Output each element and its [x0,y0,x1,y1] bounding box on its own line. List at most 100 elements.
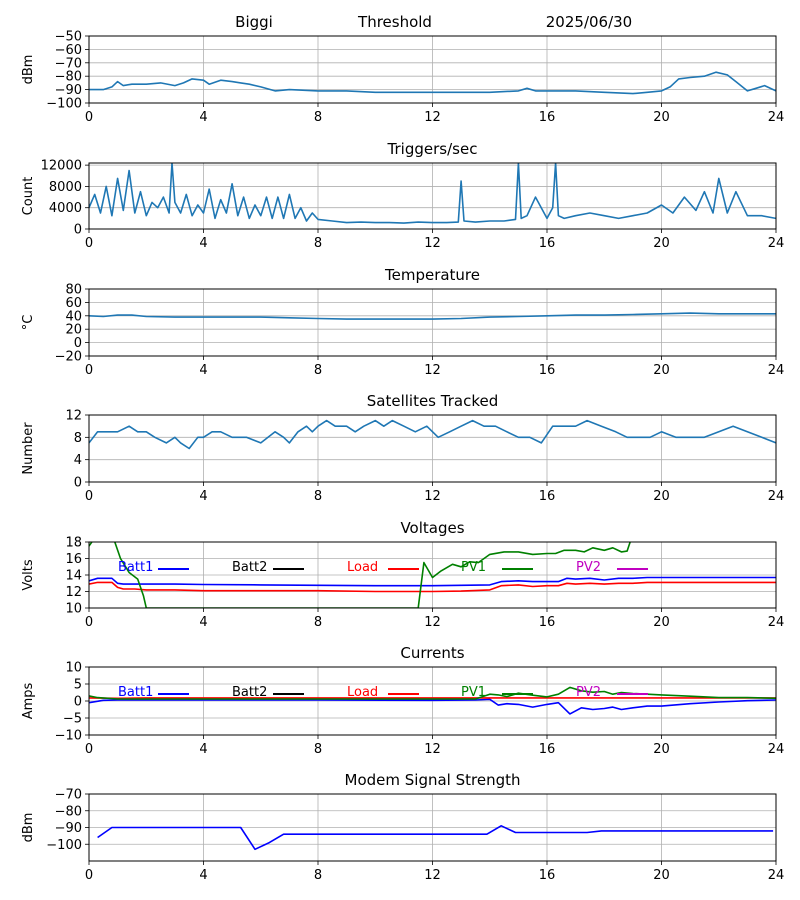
y-tick-label: 20 [65,323,82,338]
x-tick-label: 8 [314,742,322,757]
x-tick-label: 20 [653,110,670,125]
x-tick-label: 20 [653,615,670,630]
y-tick-label: −100 [46,97,82,112]
y-tick-label: 18 [65,536,82,551]
x-tick-label: 4 [199,742,207,757]
y-tick-label: −70 [55,788,82,803]
x-tick-label: 4 [199,236,207,251]
y-tick-label: −60 [55,43,82,58]
x-tick-label: 12 [424,110,441,125]
x-tick-label: 12 [424,489,441,504]
x-tick-label: 0 [85,742,93,757]
legend-label-batt2: Batt2 [232,560,267,575]
y-axis-label: Amps [21,682,36,719]
legend-label-batt2: Batt2 [232,685,267,700]
series-group [89,419,776,450]
x-tick-label: 24 [768,363,785,378]
x-tick-label: 24 [768,236,785,251]
x-tick-label: 16 [539,615,556,630]
panel-threshold: 0 4 8 12 16 20 24 −100−90−80−70−60−50 dBm [21,30,784,126]
y-tick-label: 0 [74,476,82,491]
x-tick-label: 20 [653,489,670,504]
y-tick-label: −80 [55,70,82,85]
legend-label-pv2: PV2 [576,685,601,700]
series-line [89,163,776,224]
y-tick-label: 14 [65,569,82,584]
series-line-load [89,581,776,593]
x-tick-label: 12 [424,236,441,251]
y-tick-label: −90 [55,83,82,98]
legend-label-pv1: PV1 [461,685,486,700]
x-tick-label: 24 [768,615,785,630]
panel-title: Temperature [384,266,480,284]
y-tick-label: 60 [65,296,82,311]
y-tick-label: −100 [46,838,82,853]
x-tick-label: 24 [768,868,785,883]
panel-title: Satellites Tracked [367,392,498,410]
series-line [97,824,774,851]
x-tick-label: 0 [85,363,93,378]
y-axis-label: Number [21,422,36,475]
series-line-pv1 [89,542,631,608]
y-tick-label: 12 [65,409,82,424]
x-tick-label: 12 [424,615,441,630]
series-line [89,71,776,95]
x-tick-label: 8 [314,236,322,251]
x-tick-label: 16 [539,742,556,757]
x-tick-label: 8 [314,489,322,504]
x-tick-label: 0 [85,489,93,504]
series-line [89,312,776,320]
y-tick-label: −10 [55,729,82,744]
series-group [89,163,776,224]
y-tick-label: 12 [65,585,82,600]
x-tick-label: 8 [314,615,322,630]
y-tick-label: 10 [65,602,82,617]
panel-triggers: 0 4 8 12 16 20 24 0 4000 8000 12000 Triggers/sec Cou… [21,140,784,251]
x-tick-label: 0 [85,615,93,630]
x-tick-label: 12 [424,868,441,883]
x-tick-label: 0 [85,236,93,251]
legend-label-pv2: PV2 [576,560,601,575]
legend-label-batt1: Batt1 [118,685,153,700]
panel-modem: 0 4 8 12 16 20 24 −100 −90 −80−70 Modem Signal Str… [21,771,784,883]
x-tick-label: 16 [539,110,556,125]
y-tick-label: −20 [55,350,82,365]
y-tick-label: −50 [55,30,82,45]
series-group [89,312,776,320]
x-tick-label: 12 [424,742,441,757]
x-tick-label: 8 [314,363,322,378]
y-tick-label: −5 [63,712,82,727]
y-tick-label: 0 [74,695,82,710]
x-tick-label: 16 [539,363,556,378]
x-tick-label: 16 [539,489,556,504]
x-tick-label: 0 [85,110,93,125]
y-tick-label: −80 [55,804,82,819]
series-group [89,686,776,715]
y-axis-label: Count [21,177,36,216]
series-line-batt1 [89,576,776,587]
x-tick-label: 0 [85,868,93,883]
panel-title: Triggers/sec [387,140,478,158]
x-tick-label: 20 [653,742,670,757]
x-tick-label: 24 [768,110,785,125]
y-tick-label: 16 [65,552,82,567]
y-tick-label: 12000 [41,159,82,174]
y-tick-label: 0 [74,336,82,351]
y-tick-label: 4000 [49,201,82,216]
y-tick-label: 8000 [49,180,82,195]
x-tick-label: 4 [199,363,207,378]
y-tick-label: 40 [65,309,82,324]
x-tick-label: 4 [199,489,207,504]
panel-title: Modem Signal Strength [345,771,521,789]
x-tick-label: 4 [199,110,207,125]
y-axis-label: Volts [21,559,36,591]
series-group [89,71,776,95]
x-tick-label: 12 [424,363,441,378]
header-station: Biggi [235,13,273,31]
x-tick-label: 20 [653,868,670,883]
